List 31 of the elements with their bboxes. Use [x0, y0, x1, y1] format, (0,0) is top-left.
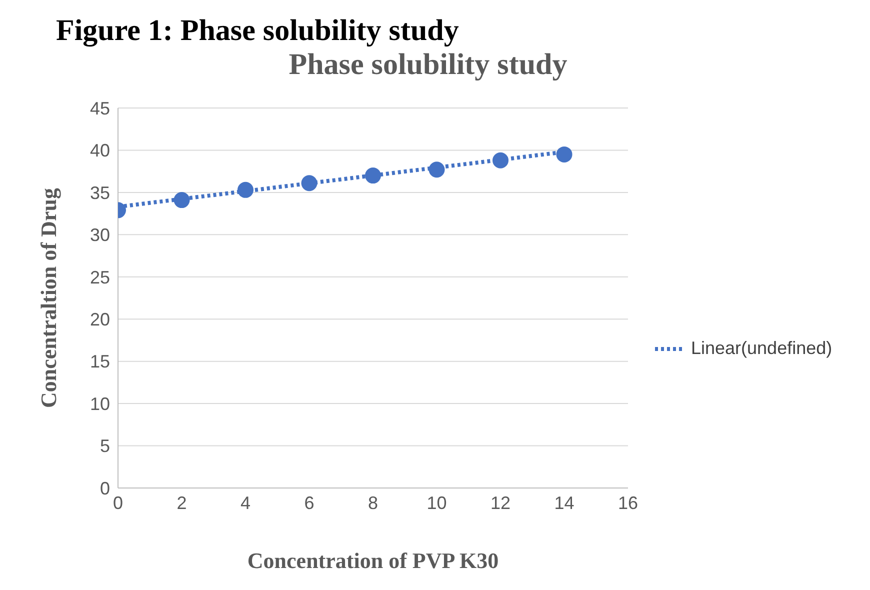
- y-axis-title: Concentraltion of Drug: [36, 188, 61, 408]
- point: [174, 192, 190, 208]
- point: [492, 152, 508, 168]
- chart-subtitle: Phase solubility study: [288, 48, 568, 82]
- x-axis-title: Concentration of PVP K30: [247, 548, 499, 573]
- x-tick-label: 12: [490, 492, 511, 513]
- y-tick-label: 45: [90, 98, 110, 118]
- y-tick-label: 5: [100, 436, 110, 456]
- y-tick-label: 15: [90, 352, 110, 372]
- y-tick-label: 35: [90, 182, 110, 203]
- y-tick-label: 0: [100, 478, 110, 498]
- point: [365, 168, 381, 184]
- x-tick-label: 16: [618, 492, 638, 513]
- y-tick-label: 20: [90, 310, 110, 330]
- point: [428, 162, 445, 178]
- chart-title: Figure 1: Phase solubility study: [56, 14, 459, 48]
- y-tick-label: 40: [90, 140, 110, 161]
- y-tick-label: 30: [90, 225, 110, 246]
- point: [301, 175, 318, 192]
- x-tick-label: 14: [554, 492, 574, 513]
- point: [238, 182, 254, 198]
- legend-label: Linear(undefined): [691, 338, 832, 359]
- x-tick-label: 0: [112, 492, 124, 513]
- x-tick-label: 6: [304, 492, 314, 513]
- x-tick-label: 2: [176, 492, 187, 513]
- y-tick-label: 10: [90, 394, 110, 414]
- y-tick-label: 25: [90, 267, 110, 288]
- point: [556, 146, 572, 162]
- x-tick-label: 8: [368, 492, 378, 513]
- x-tick-label: 4: [240, 492, 251, 513]
- x-tick-label: 10: [426, 492, 447, 513]
